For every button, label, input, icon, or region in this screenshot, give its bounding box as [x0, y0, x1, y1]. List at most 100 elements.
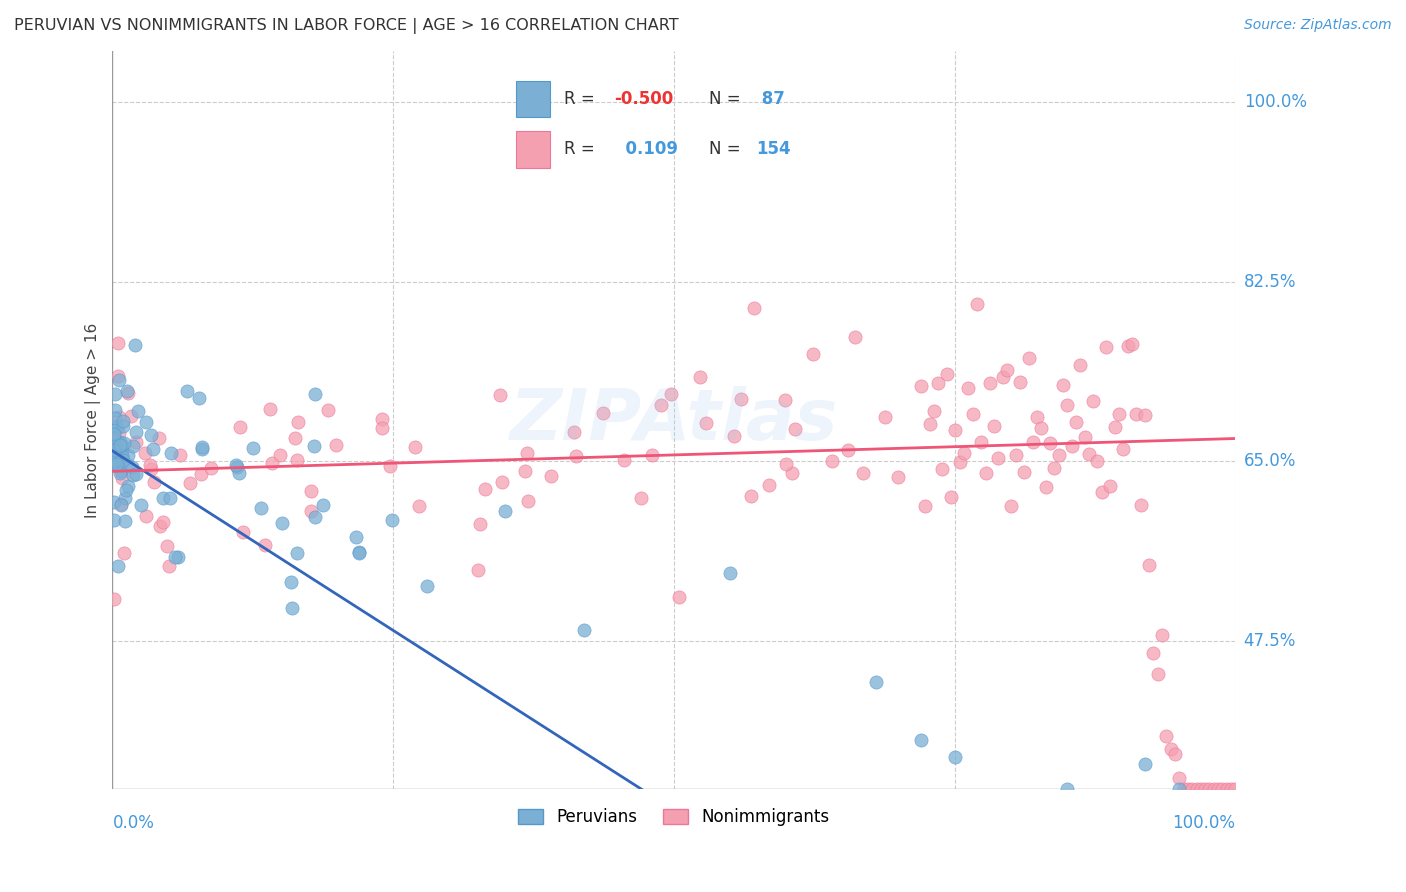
Point: [114, 514, 136, 528]
Point: [312, 498, 335, 512]
Point: [112, 418, 135, 433]
Point: [284, 431, 307, 445]
Point: [416, 578, 439, 592]
Point: [129, 499, 152, 513]
Point: [285, 453, 308, 467]
Point: [740, 490, 762, 504]
Point: [1198, 782, 1220, 797]
Point: [139, 458, 162, 472]
Point: [191, 440, 214, 454]
Point: [299, 483, 322, 498]
Point: [107, 335, 129, 350]
Point: [1077, 447, 1099, 461]
Point: [134, 446, 156, 460]
Point: [188, 391, 211, 405]
Point: [103, 453, 125, 467]
Point: [943, 749, 966, 764]
Text: 0.109: 0.109: [614, 141, 678, 159]
Point: [1108, 407, 1130, 421]
Point: [159, 491, 181, 505]
Point: [939, 490, 962, 504]
Point: [1047, 448, 1070, 462]
Point: [1168, 782, 1191, 797]
Point: [115, 384, 138, 398]
Point: [149, 518, 172, 533]
Legend: Peruvians, Nonimmigrants: Peruvians, Nonimmigrants: [512, 801, 837, 833]
FancyBboxPatch shape: [516, 81, 550, 118]
Point: [516, 445, 538, 459]
Point: [179, 475, 201, 490]
Point: [105, 450, 128, 465]
Point: [139, 462, 162, 476]
Point: [931, 462, 953, 476]
Point: [280, 575, 302, 590]
Point: [1099, 479, 1122, 493]
Point: [108, 410, 131, 425]
Point: [572, 623, 595, 637]
Point: [987, 451, 1010, 466]
Point: [302, 439, 325, 453]
Point: [949, 455, 972, 469]
Point: [122, 468, 145, 483]
Point: [271, 516, 294, 530]
Point: [1225, 782, 1247, 797]
Point: [613, 452, 636, 467]
Point: [991, 369, 1014, 384]
Point: [1181, 782, 1204, 797]
Point: [117, 385, 139, 400]
Point: [117, 479, 139, 493]
Point: [105, 418, 128, 433]
Point: [148, 431, 170, 445]
Point: [107, 559, 129, 574]
Point: [562, 425, 585, 439]
Point: [979, 376, 1001, 391]
Point: [927, 376, 949, 390]
Point: [226, 460, 249, 475]
Point: [1060, 439, 1083, 453]
Point: [641, 449, 664, 463]
Point: [139, 428, 162, 442]
Point: [117, 458, 139, 473]
Point: [124, 338, 146, 352]
Point: [1211, 782, 1233, 797]
Point: [287, 416, 309, 430]
Point: [111, 414, 134, 428]
Point: [592, 406, 614, 420]
Point: [111, 471, 134, 485]
Point: [121, 459, 143, 474]
Point: [1031, 421, 1053, 435]
Point: [104, 454, 127, 468]
Point: [1056, 398, 1078, 412]
Point: [1215, 782, 1237, 797]
Point: [1012, 465, 1035, 479]
Point: [953, 445, 976, 459]
Point: [259, 401, 281, 416]
Point: [190, 467, 212, 481]
Point: [117, 448, 139, 462]
Point: [191, 442, 214, 456]
Point: [513, 464, 536, 478]
Text: Source: ZipAtlas.com: Source: ZipAtlas.com: [1244, 18, 1392, 32]
Point: [1137, 558, 1160, 572]
Point: [299, 504, 322, 518]
Point: [1133, 409, 1156, 423]
Point: [176, 384, 198, 398]
Point: [758, 478, 780, 492]
Point: [730, 392, 752, 406]
Point: [995, 363, 1018, 377]
Point: [135, 415, 157, 429]
Point: [103, 438, 125, 452]
Point: [378, 459, 401, 474]
Text: 100.0%: 100.0%: [1173, 814, 1236, 832]
Point: [821, 454, 844, 468]
Point: [957, 381, 980, 395]
Point: [1087, 454, 1109, 468]
Point: [108, 467, 131, 481]
Point: [1004, 448, 1026, 462]
Point: [120, 409, 142, 424]
Point: [157, 558, 180, 573]
Y-axis label: In Labor Force | Age > 16: In Labor Force | Age > 16: [86, 322, 101, 517]
Point: [103, 441, 125, 455]
Point: [349, 546, 371, 560]
Point: [1026, 409, 1049, 424]
